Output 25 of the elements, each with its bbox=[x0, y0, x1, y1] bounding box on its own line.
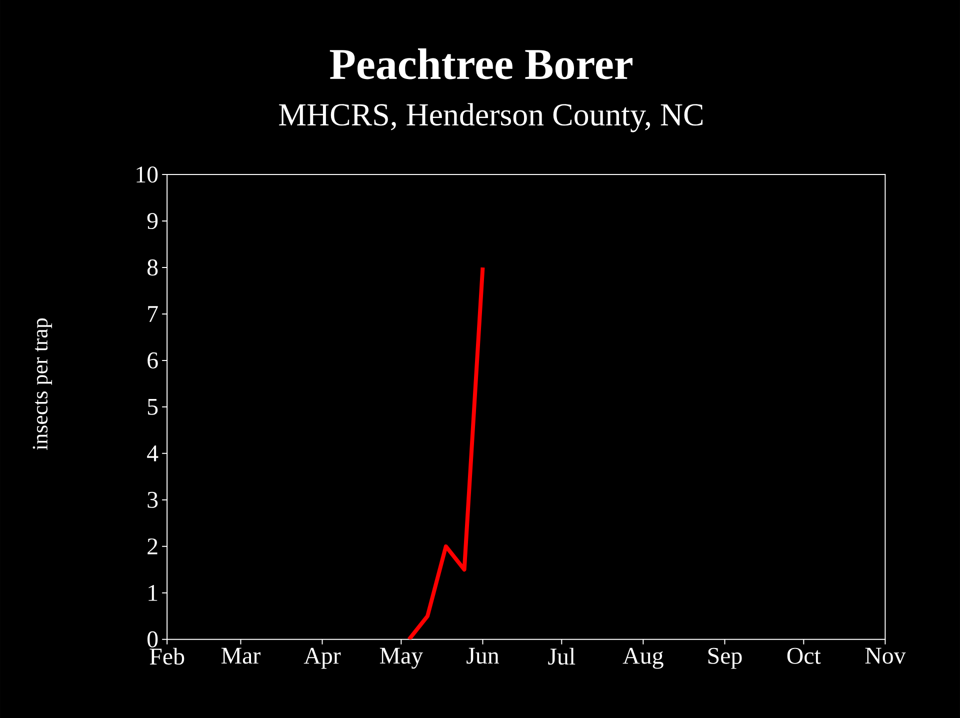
y-tick-label: 9 bbox=[147, 212, 158, 229]
y-tick-label: 0 bbox=[148, 631, 158, 648]
x-tick-label: Mar bbox=[221, 648, 260, 664]
y-tick-label: 3 bbox=[148, 492, 158, 508]
y-tick-label: 1 bbox=[148, 584, 158, 601]
line-series bbox=[407, 265, 485, 640]
y-tick-label: 10 bbox=[136, 166, 158, 183]
y-tick-label: 8 bbox=[148, 259, 158, 276]
x-tick-label: Jun bbox=[466, 648, 499, 664]
x-tick-label: May bbox=[380, 648, 424, 669]
x-tick-label: Feb bbox=[150, 648, 184, 665]
x-tick-label: Apr bbox=[304, 648, 341, 669]
y-axis-title: insects per trap bbox=[32, 318, 52, 450]
y-tick-label: 4 bbox=[147, 445, 158, 462]
chart-title: Peachtree Borer bbox=[330, 48, 632, 80]
x-tick-label: Jul bbox=[548, 648, 576, 665]
chart-subtitle: MHCRS, Henderson County, NC bbox=[279, 103, 703, 132]
y-tick-label: 7 bbox=[148, 306, 158, 322]
x-tick-label: Nov bbox=[865, 648, 906, 664]
y-tick-label: 6 bbox=[148, 352, 158, 368]
y-tick-label: 5 bbox=[148, 398, 158, 415]
x-tick-label: Oct bbox=[787, 648, 821, 664]
x-tick-label: Aug bbox=[622, 648, 664, 669]
y-tick-label: 2 bbox=[148, 538, 158, 554]
x-tick-label: Sep bbox=[708, 648, 742, 669]
